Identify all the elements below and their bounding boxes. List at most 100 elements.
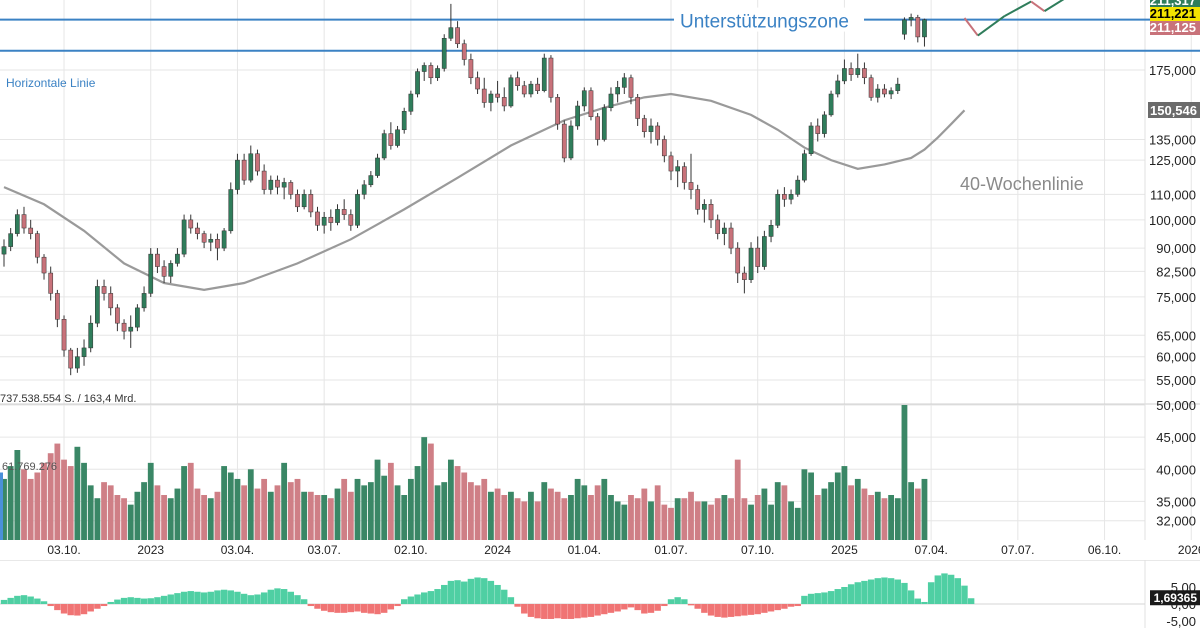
time-tick-label: 2023 <box>137 543 164 557</box>
volume-bar <box>7 466 14 540</box>
candle <box>421 62 427 81</box>
histogram-bar <box>427 591 435 604</box>
histogram-bar <box>47 604 54 607</box>
histogram-bar <box>187 591 194 604</box>
volume-bar <box>341 478 348 540</box>
histogram-bar <box>487 580 495 604</box>
time-tick-label: 07.10. <box>741 543 774 557</box>
histogram-bar <box>367 604 375 614</box>
histogram-bar <box>967 598 975 604</box>
candle <box>922 18 927 47</box>
projection-segment <box>963 17 979 37</box>
histogram-bar <box>454 580 461 604</box>
candle-body <box>41 256 47 274</box>
candle-body <box>895 83 901 91</box>
histogram-bar <box>947 574 955 604</box>
volume-bar <box>528 491 534 540</box>
candle-body <box>842 68 847 82</box>
candle <box>688 153 694 200</box>
volume-bar <box>254 488 261 540</box>
candle <box>788 189 794 205</box>
candle-body <box>215 239 220 249</box>
candle-body <box>588 90 594 117</box>
candle-body <box>208 239 214 243</box>
volume-bar <box>14 450 21 540</box>
histogram-bar <box>74 604 81 616</box>
candle <box>628 74 634 105</box>
volume-bar <box>654 485 661 540</box>
candle <box>528 80 534 98</box>
histogram-bar <box>434 589 441 604</box>
histogram-bar <box>387 604 395 610</box>
candle <box>561 120 567 163</box>
volume-sub-label: 61.769.276 <box>2 461 57 473</box>
candle <box>308 189 314 218</box>
volume-bar <box>914 488 921 540</box>
volume-bar <box>608 495 614 540</box>
price-tick-label: 110,000 <box>1150 187 1196 202</box>
candle <box>661 135 667 163</box>
histogram-bar <box>534 604 541 619</box>
volume-bar <box>87 485 94 540</box>
candle-body <box>568 125 574 159</box>
candle-body <box>495 93 500 98</box>
candle <box>228 182 234 234</box>
histogram-bar <box>234 591 241 604</box>
volume-bar <box>541 482 548 540</box>
time-tick-label: 2024 <box>484 543 511 557</box>
candle <box>55 289 60 328</box>
candle <box>748 242 754 284</box>
candle <box>381 129 387 161</box>
volume-bar <box>181 466 187 540</box>
candle <box>481 77 487 108</box>
histogram-bar <box>287 591 295 604</box>
candle-body <box>268 179 274 190</box>
volume-bar <box>581 485 588 540</box>
candle <box>461 39 467 66</box>
histogram-value-badge: 1,69365 <box>1154 591 1198 605</box>
candle-body <box>828 93 834 116</box>
histogram-bar <box>714 604 721 617</box>
candle-body <box>115 307 120 324</box>
candle-body <box>555 97 560 125</box>
candle <box>815 118 821 142</box>
volume-bar <box>221 466 228 540</box>
candle <box>148 248 154 297</box>
histogram-bar <box>761 604 768 613</box>
histogram-bar <box>147 598 154 604</box>
volume-bar <box>754 495 761 540</box>
volume-bar <box>441 482 448 540</box>
candle-body <box>628 77 634 98</box>
candle-body <box>515 77 520 87</box>
candle <box>408 90 414 115</box>
price-badge-high: 211,317 <box>1150 0 1196 8</box>
volume-bar <box>574 478 581 540</box>
candle-body <box>548 57 554 98</box>
volume-bar <box>848 485 854 540</box>
candle-body <box>375 157 380 176</box>
candle <box>495 80 500 103</box>
volume-bar <box>594 485 601 540</box>
histogram-bar <box>841 587 848 604</box>
candle <box>321 211 327 234</box>
histogram-bar <box>40 601 48 604</box>
candle-body <box>742 272 747 280</box>
candle-body <box>768 225 774 237</box>
volume-bar <box>494 488 501 540</box>
volume-bar <box>721 495 728 540</box>
candle <box>361 180 367 200</box>
volume-bar <box>481 478 488 540</box>
candle-body <box>295 194 300 208</box>
candle-body <box>401 111 407 131</box>
price-axis: 175,000 135,000 125,000 110,000 100,000 90,00… <box>1148 0 1200 629</box>
volume-bar <box>194 488 201 540</box>
candle <box>555 94 560 130</box>
price-badge-close-group: 211,221 <box>1150 6 1200 21</box>
volume-bar <box>274 485 281 540</box>
volume-bar <box>794 507 801 540</box>
support-zone-label-bg <box>674 7 864 32</box>
candle-body <box>181 219 187 255</box>
histogram-bars <box>0 573 1145 619</box>
ma-40-week-line <box>3 92 966 291</box>
candle-body <box>101 286 107 294</box>
